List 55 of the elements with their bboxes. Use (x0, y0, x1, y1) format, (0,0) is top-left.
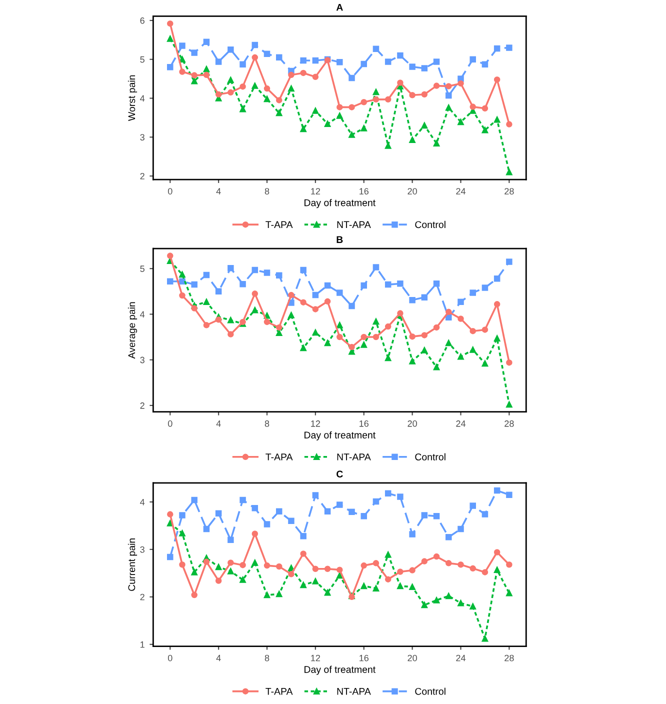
x-tick-label: 0 (168, 188, 172, 194)
x-tick-label: 12 (311, 420, 320, 427)
chart-title: A (336, 4, 343, 11)
x-tick-label: 20 (408, 420, 417, 427)
legend-label: NT-APA (337, 454, 371, 460)
x-tick-label: 0 (168, 420, 172, 427)
y-tick-label: 2 (140, 594, 144, 600)
y-tick-label: 4 (140, 311, 145, 318)
y-tick-label: 2 (140, 402, 144, 409)
x-tick-label: 16 (360, 654, 369, 662)
y-axis-title: Current pain (128, 538, 138, 591)
x-tick-label: 20 (408, 654, 417, 662)
y-tick-label: 4 (140, 95, 145, 102)
legend-label: Control (415, 688, 446, 695)
y-tick-label: 1 (140, 641, 144, 648)
chart-title: C (336, 470, 343, 478)
y-tick-label: 6 (140, 17, 144, 24)
y-tick-label: 5 (140, 56, 144, 63)
x-axis-title: Day of treatment (304, 431, 376, 440)
x-tick-label: 20 (408, 188, 417, 194)
x-tick-label: 4 (216, 654, 221, 662)
y-axis-title: Worst pain (128, 75, 138, 121)
x-tick-label: 0 (168, 654, 172, 662)
legend-label: Control (415, 453, 446, 460)
x-tick-label: 28 (504, 420, 514, 427)
x-tick-label: 28 (504, 654, 514, 662)
x-tick-label: 8 (264, 654, 270, 662)
x-tick-label: 12 (311, 188, 320, 194)
legend-label: T-APA (266, 688, 293, 695)
chart-title: B (336, 236, 343, 243)
x-axis-title: Day of treatment (304, 666, 376, 675)
x-tick-label: 8 (264, 188, 270, 194)
legend-label: T-APA (266, 221, 293, 228)
x-tick-label: 4 (216, 188, 221, 194)
legend-label: Control (415, 220, 446, 228)
y-tick-label: 3 (140, 134, 144, 140)
x-tick-label: 24 (456, 188, 466, 194)
x-tick-label: 4 (216, 420, 221, 427)
x-tick-label: 16 (360, 188, 369, 194)
y-axis-title: Average pain (128, 302, 138, 359)
x-axis-title: Day of treatment (304, 199, 376, 208)
y-tick-label: 3 (140, 356, 144, 364)
y-tick-label: 3 (140, 546, 144, 553)
y-tick-label: 5 (140, 266, 144, 272)
x-tick-label: 12 (311, 654, 320, 662)
x-tick-label: 28 (504, 188, 514, 194)
legend-label: NT-APA (337, 221, 371, 228)
x-tick-label: 24 (456, 654, 466, 662)
x-tick-label: 16 (360, 420, 369, 427)
x-tick-label: 8 (264, 420, 270, 427)
legend-label: NT-APA (337, 688, 371, 695)
y-tick-label: 2 (140, 172, 144, 180)
x-tick-label: 24 (456, 420, 466, 427)
y-tick-label: 4 (140, 498, 145, 506)
legend-label: T-APA (266, 454, 293, 460)
